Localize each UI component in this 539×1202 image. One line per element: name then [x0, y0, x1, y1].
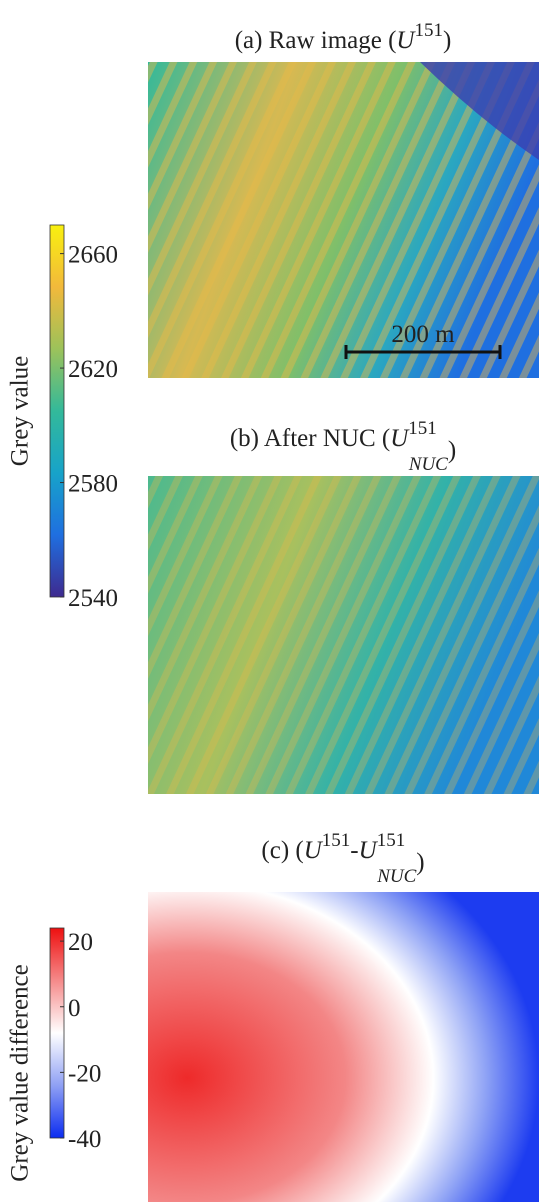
title-part: NUC [408, 454, 448, 475]
title-part: U [359, 837, 379, 864]
title-part: ) [416, 849, 424, 876]
title-part: U [390, 425, 410, 452]
colorbar-tick-label: 2620 [68, 356, 118, 383]
scale-bar-label: 200 m [391, 321, 455, 348]
image-a [148, 62, 539, 378]
colorbar-tick-label: 2580 [68, 471, 118, 498]
colorbar-tick-label: -20 [68, 1060, 101, 1087]
colorbar [49, 224, 65, 598]
colorbar [49, 927, 65, 1139]
colorbar-label: Grey value difference [7, 964, 34, 1181]
colorbar-label: Grey value [7, 356, 34, 466]
title-part: (a) Raw image ( [235, 27, 397, 54]
title-part: 151 [377, 830, 406, 851]
panel-title: (b) After NUC (U151 NUC) [230, 418, 456, 475]
title-part: (c) ( [261, 837, 303, 864]
colorbar-tick-label: 2660 [68, 242, 118, 269]
title-part: ) [443, 27, 451, 54]
colorbar-tick-label: 0 [68, 995, 81, 1022]
image-c [148, 892, 539, 1202]
title-part: 151 [414, 20, 443, 41]
panel-title: (a) Raw image (U151) [235, 20, 452, 54]
title-part: 151 [408, 418, 437, 439]
title-part: NUC [376, 866, 416, 887]
title-part: - [350, 837, 358, 864]
panel-title: (c) (U151-U151 NUC) [261, 830, 424, 887]
colorbar-tick-label: 20 [68, 929, 93, 956]
title-part: (b) After NUC ( [230, 425, 390, 452]
image-b [148, 476, 539, 794]
colorbar-tick-label: 2540 [68, 585, 118, 612]
title-part: ) [448, 437, 456, 464]
colorbar-tick-label: -40 [68, 1126, 101, 1153]
title-part: U [304, 837, 324, 864]
title-part: 151 [322, 830, 351, 851]
title-part: U [396, 27, 416, 54]
